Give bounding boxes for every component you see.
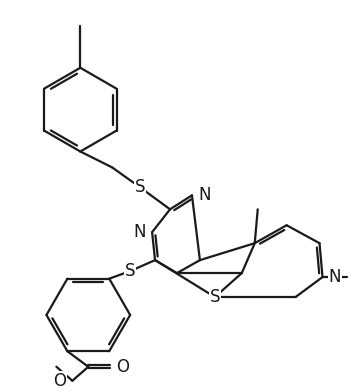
Text: N: N — [198, 186, 211, 204]
Text: N: N — [133, 223, 146, 241]
Text: S: S — [135, 178, 146, 196]
Text: S: S — [209, 288, 220, 306]
Text: N: N — [328, 268, 341, 286]
Text: S: S — [125, 262, 135, 280]
Text: O: O — [53, 372, 66, 390]
Text: O: O — [116, 358, 129, 376]
